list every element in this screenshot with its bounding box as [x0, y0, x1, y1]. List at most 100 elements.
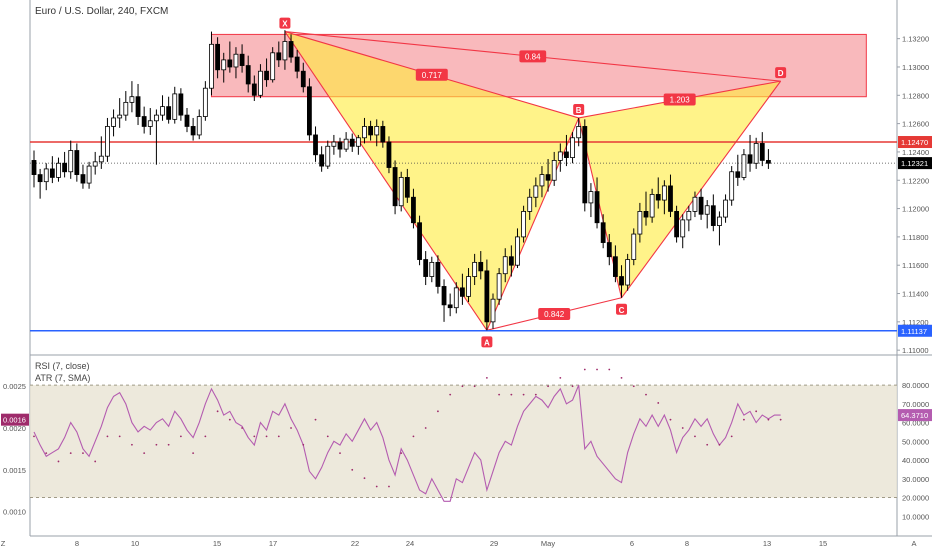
candle: [86, 161, 92, 189]
candle: [43, 163, 49, 191]
candle: [551, 151, 557, 186]
atr-point: [94, 460, 97, 463]
ratio-label: 0.842: [544, 310, 565, 319]
candle: [582, 119, 588, 212]
candle-body: [680, 219, 686, 238]
candle: [386, 136, 392, 174]
x-tick-label: 6: [630, 539, 634, 548]
atr-point: [143, 452, 146, 455]
atr-point: [547, 385, 549, 388]
candle-body: [472, 261, 478, 277]
candle-body: [31, 160, 37, 175]
candle-body: [117, 114, 123, 119]
candle: [123, 91, 129, 121]
candle-body: [729, 171, 735, 201]
atr-point: [57, 460, 60, 463]
ratio-badge: [538, 308, 571, 321]
candle-body: [141, 116, 147, 127]
candle: [270, 47, 276, 83]
price-tick-label: 1.12600: [902, 120, 929, 129]
candle: [613, 245, 618, 283]
atr-point: [69, 452, 72, 455]
ratio-label: 0.84: [525, 52, 541, 61]
candle: [674, 205, 679, 243]
candle: [668, 174, 673, 218]
price-tick-label: 1.12400: [902, 148, 929, 157]
candle: [239, 44, 245, 73]
candle-body: [227, 59, 233, 68]
ratio-label: 0.717: [422, 71, 443, 80]
candle-body: [343, 138, 349, 150]
candle: [349, 133, 355, 152]
atr-point: [339, 452, 341, 455]
candle-body: [613, 256, 618, 277]
candle-body: [459, 287, 465, 297]
candle: [521, 205, 526, 243]
candle: [331, 134, 337, 155]
rsi-tick-label: 50.0000: [902, 437, 929, 446]
atr-tick-label: 0.0020: [3, 424, 26, 433]
candle: [251, 75, 257, 101]
x-tick-label: May: [541, 539, 555, 548]
atr-point: [755, 410, 758, 413]
candle: [710, 194, 716, 232]
candle-body: [441, 286, 447, 306]
candle-body: [245, 65, 251, 85]
x-tick-label: 29: [490, 539, 498, 548]
candle: [441, 279, 447, 322]
candle: [478, 251, 484, 280]
x-tick-label: 24: [406, 539, 414, 548]
candle-body: [429, 261, 435, 277]
candle: [105, 117, 110, 162]
rsi-tick-label: 20.0000: [902, 494, 929, 503]
atr-point: [657, 402, 660, 404]
point-badge-B: [573, 103, 585, 115]
candle-body: [704, 205, 710, 215]
candle-body: [92, 161, 98, 167]
support-tag-bg: [898, 324, 932, 337]
price-tick-label: 1.11800: [902, 233, 929, 242]
candle: [472, 253, 478, 286]
atr-point: [204, 435, 207, 438]
price-tick-label: 1.11600: [902, 261, 929, 270]
candle: [202, 81, 208, 121]
candle: [31, 150, 37, 188]
candle-layer: [31, 30, 771, 331]
candle-body: [674, 211, 679, 238]
atr-point: [498, 393, 501, 396]
candle: [294, 49, 300, 79]
candle-body: [294, 56, 300, 72]
price-tick-label: 1.11200: [902, 318, 929, 327]
candle-body: [62, 162, 67, 173]
candle-body: [80, 174, 86, 184]
rsi-tick-label: 70.0000: [902, 400, 929, 409]
candle-body: [362, 126, 367, 139]
price-tick-label: 1.12800: [902, 91, 929, 100]
candle: [600, 214, 606, 249]
x-tick-label: 13: [763, 539, 771, 548]
candle: [698, 188, 704, 220]
candle-body: [668, 185, 673, 212]
point-badge-X: [279, 17, 291, 29]
candle-body: [325, 145, 331, 167]
candle: [313, 126, 318, 162]
atr-point: [155, 443, 158, 446]
candle: [570, 132, 575, 164]
candle: [447, 293, 453, 317]
axis-layer: 1.13200 1.13000 1.12800 1.12600 1.12400 1.122…: [1, 35, 932, 548]
candle: [276, 41, 282, 67]
atr-point: [620, 376, 623, 379]
atr-point: [461, 385, 464, 388]
atr-point: [645, 393, 647, 396]
candle-body: [625, 259, 631, 286]
candle-body: [313, 134, 318, 156]
candle-body: [478, 261, 484, 272]
candle: [717, 211, 722, 246]
candle: [594, 177, 600, 229]
candle: [429, 256, 435, 283]
candle-body: [466, 276, 471, 297]
candle-body: [576, 126, 582, 139]
candle-body: [698, 196, 704, 215]
candle-body: [98, 155, 104, 163]
